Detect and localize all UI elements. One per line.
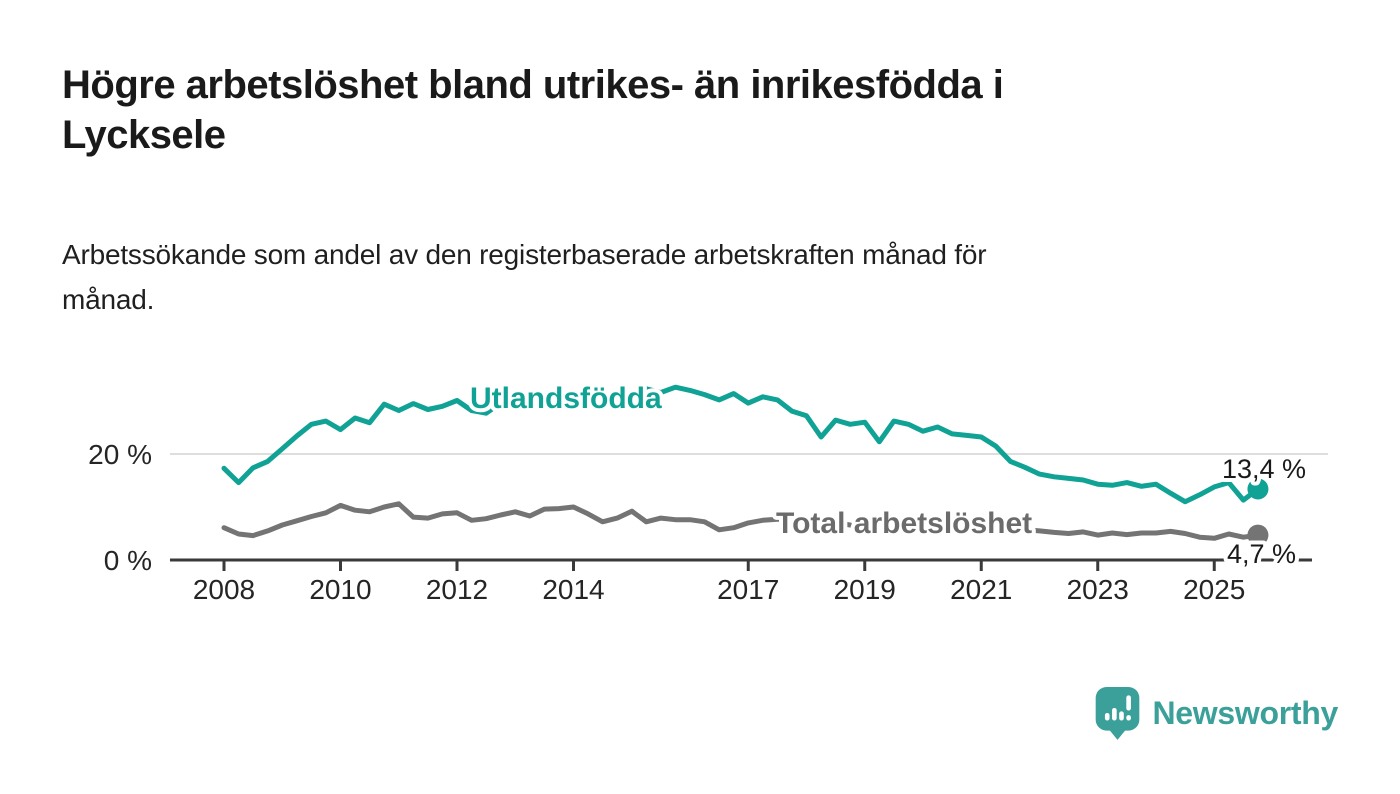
x-tick-label-2021: 2021: [950, 574, 1012, 605]
newsworthy-brand: Newsworthy: [1094, 684, 1339, 742]
series-label-total-arbetsl-shet: Total arbetslöshet: [776, 507, 1032, 540]
x-tick-label-2023: 2023: [1067, 574, 1129, 605]
x-tick-label-2017: 2017: [717, 574, 779, 605]
series-line-total-arbetsl-shet: [221, 501, 1261, 541]
chart-title-line-2: Lycksele: [62, 113, 226, 157]
x-tick-label-2014: 2014: [542, 574, 604, 605]
chart-subtitle: Arbetssökande som andel av den registerb…: [62, 232, 987, 322]
series-line-utlandsf-dda: [221, 384, 1261, 505]
y-tick-label-20: 20 %: [88, 439, 152, 470]
chart-subtitle-line-1: Arbetssökande som andel av den registerb…: [62, 239, 987, 270]
chart-subtitle-line-2: månad.: [62, 284, 155, 315]
speech-bubble-bar-chart-icon: [1095, 686, 1139, 740]
chart-title: Högre arbetslöshet bland utrikes- än inr…: [62, 60, 1004, 160]
x-tick-label-2008: 2008: [193, 574, 255, 605]
end-dot-utlandsf-dda: [1247, 478, 1269, 500]
y-tick-label-0: 0 %: [104, 545, 152, 576]
newsworthy-brand-text: Newsworthy: [1152, 694, 1339, 731]
end-value-label-utlandsf-dda: 13,4 %: [1222, 454, 1306, 484]
x-tick-label-2025: 2025: [1183, 574, 1245, 605]
end-dot-total-arbetsl-shet: [1247, 524, 1269, 546]
x-tick-label-2012: 2012: [426, 574, 488, 605]
x-tick-label-2019: 2019: [834, 574, 896, 605]
x-tick-label-2010: 2010: [309, 574, 371, 605]
chart-title-line-1: Högre arbetslöshet bland utrikes- än inr…: [62, 63, 1004, 107]
series-label-utlandsf-dda: Utlandsfödda: [470, 382, 662, 415]
end-value-label-total-arbetsl-shet: 4,7 %: [1227, 539, 1296, 569]
